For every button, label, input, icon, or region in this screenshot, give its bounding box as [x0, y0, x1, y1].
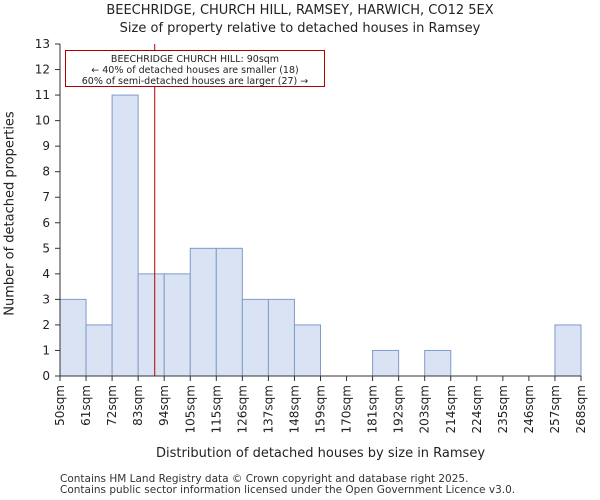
- y-tick-label: 10: [35, 114, 50, 128]
- histogram-bar: [293, 324, 322, 377]
- x-tick-label: 214sqm: [444, 385, 458, 433]
- y-tick-label: 3: [42, 292, 50, 306]
- annotation-box: BEECHRIDGE CHURCH HILL: 90sqm ← 40% of d…: [65, 50, 325, 87]
- x-tick-label: 159sqm: [314, 385, 328, 433]
- y-tick-label: 4: [42, 267, 50, 281]
- y-tick-label: 2: [42, 318, 50, 332]
- y-tick-label: 6: [42, 216, 50, 230]
- bars-group: [59, 94, 582, 377]
- x-tick-label: 105sqm: [183, 385, 197, 433]
- x-axis-label: Distribution of detached houses by size …: [155, 446, 486, 461]
- histogram-bar: [163, 273, 191, 377]
- y-tick-label: 1: [42, 343, 50, 357]
- chart-title: BEECHRIDGE, CHURCH HILL, RAMSEY, HARWICH…: [106, 3, 494, 18]
- histogram-bar: [59, 298, 87, 377]
- histogram-bar: [215, 247, 243, 377]
- histogram-bar: [424, 349, 452, 377]
- annotation-line-2: ← 40% of detached houses are smaller (18…: [91, 65, 299, 76]
- x-tick-label: 246sqm: [522, 385, 536, 433]
- chart-subtitle: Size of property relative to detached ho…: [119, 21, 481, 36]
- x-tick-label: 137sqm: [261, 385, 275, 433]
- x-tick-label: 83sqm: [131, 385, 145, 426]
- footer-line-1: Contains HM Land Registry data © Crown c…: [60, 473, 469, 485]
- histogram-bar: [554, 324, 582, 377]
- histogram-bar: [137, 273, 165, 377]
- x-tick-label: 50sqm: [53, 385, 67, 426]
- x-tick-label: 203sqm: [418, 385, 432, 433]
- x-tick-label: 257sqm: [548, 385, 562, 433]
- x-tick-label: 115sqm: [209, 385, 223, 433]
- y-axis-label: Number of detached properties: [2, 111, 18, 316]
- histogram-bar: [111, 94, 139, 377]
- y-tick-label: 7: [42, 190, 50, 204]
- y-tick-label: 9: [42, 139, 50, 153]
- histogram-bar: [241, 298, 269, 377]
- x-tick-label: 224sqm: [470, 385, 484, 433]
- annotation-line-3: 60% of semi-detached houses are larger (…: [81, 76, 309, 87]
- x-ticks-group: 50sqm 61sqm 72sqm 83sqm 94sqm 105sqm 115sqm 126…: [53, 376, 588, 433]
- annotation-line-1: BEECHRIDGE CHURCH HILL: 90sqm: [110, 54, 280, 65]
- histogram-bar: [372, 349, 400, 377]
- x-tick-label: 192sqm: [392, 385, 406, 433]
- y-tick-label: 8: [42, 165, 50, 179]
- histogram-bar: [189, 247, 217, 377]
- y-tick-label: 5: [42, 241, 50, 255]
- y-tick-label: 0: [42, 369, 50, 383]
- y-tick-label: 11: [35, 88, 50, 102]
- x-tick-label: 268sqm: [574, 385, 588, 433]
- y-tick-label: 13: [35, 37, 50, 51]
- x-tick-label: 181sqm: [366, 385, 380, 433]
- footer-line-2: Contains public sector information licen…: [60, 484, 516, 496]
- x-tick-label: 72sqm: [105, 385, 119, 426]
- x-tick-label: 235sqm: [496, 385, 510, 433]
- histogram-bar: [85, 324, 113, 377]
- x-tick-label: 170sqm: [340, 385, 354, 433]
- x-tick-label: 94sqm: [157, 385, 171, 426]
- x-tick-label: 126sqm: [235, 385, 249, 433]
- y-tick-label: 12: [35, 63, 50, 77]
- histogram-bar: [267, 298, 295, 377]
- x-tick-label: 61sqm: [79, 385, 93, 426]
- x-tick-label: 148sqm: [287, 385, 301, 433]
